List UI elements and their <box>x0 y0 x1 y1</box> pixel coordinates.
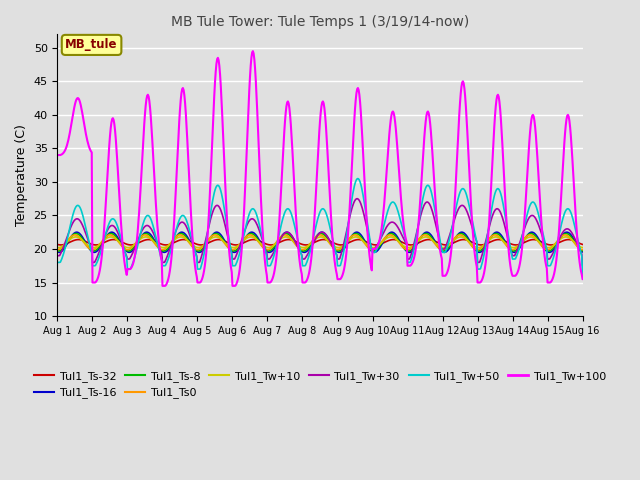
Y-axis label: Temperature (C): Temperature (C) <box>15 124 28 226</box>
Legend: Tul1_Ts-32, Tul1_Ts-16, Tul1_Ts-8, Tul1_Ts0, Tul1_Tw+10, Tul1_Tw+30, Tul1_Tw+50,: Tul1_Ts-32, Tul1_Ts-16, Tul1_Ts-8, Tul1_… <box>29 367 611 403</box>
Title: MB Tule Tower: Tule Temps 1 (3/19/14-now): MB Tule Tower: Tule Temps 1 (3/19/14-now… <box>171 15 469 29</box>
Text: MB_tule: MB_tule <box>65 38 118 51</box>
